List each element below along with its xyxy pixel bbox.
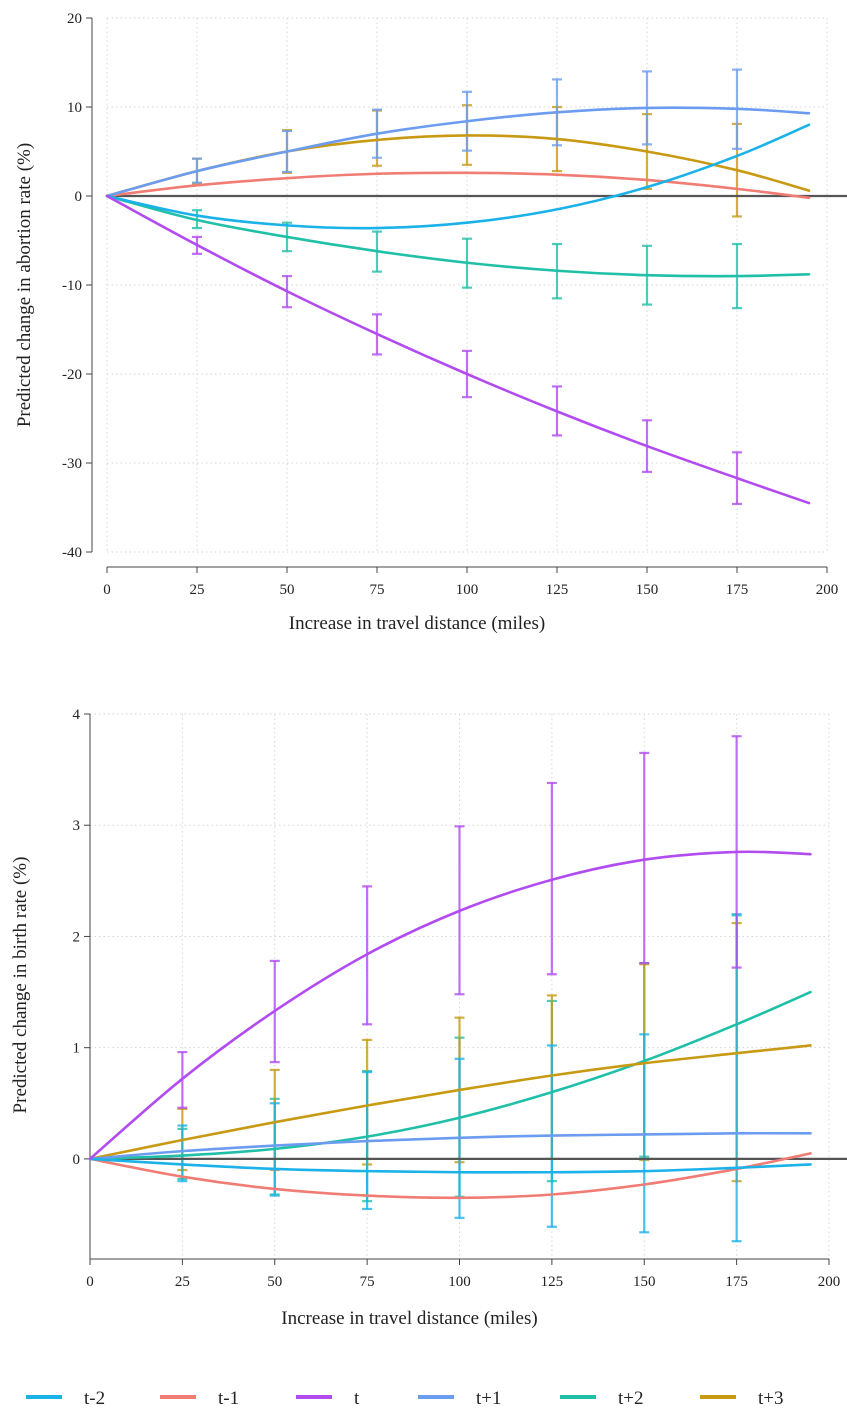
legend-label: t-1	[218, 1388, 239, 1409]
series-line-tplus1	[88, 1131, 812, 1161]
series-line-tplus2	[88, 990, 812, 1161]
x-tick-label: 125	[546, 582, 569, 598]
legend-item-tplus1: t+1	[418, 1388, 502, 1409]
ci-bar-tminus2	[177, 1124, 188, 1183]
y-tick-label: 2	[73, 929, 81, 945]
legend-label: t+1	[476, 1388, 502, 1409]
x-tick-label: 50	[267, 1274, 282, 1290]
y-tick-label: 4	[73, 707, 81, 723]
legend-item-tminus1: t-1	[160, 1388, 239, 1409]
x-tick-label: 25	[175, 1274, 190, 1290]
x-tick-label: 125	[541, 1274, 564, 1290]
y-axis-title: Predicted change in abortion rate (%)	[14, 143, 35, 427]
y-tick-label: 0	[75, 189, 83, 205]
series-line-tplus3	[105, 134, 811, 198]
birth-rate-chart: 0 1 2 3 4 0 25 50 75 100 125 150 175 200 Increase in t…	[10, 707, 847, 1329]
legend-label: t+2	[618, 1388, 644, 1409]
series-line-tminus1	[105, 171, 811, 200]
y-tick-label: -20	[62, 367, 82, 383]
x-tick-label: 200	[816, 582, 839, 598]
x-tick-label: 175	[726, 582, 749, 598]
y-tick-label: 20	[67, 11, 82, 27]
x-tick-label: 50	[280, 582, 295, 598]
y-tick-label: 3	[73, 818, 81, 834]
series-line-t	[105, 194, 811, 505]
series-line-tplus1	[105, 106, 811, 198]
ci-bar-t	[639, 751, 650, 965]
series-line-tminus2	[88, 1157, 812, 1174]
series-line-tplus3	[88, 1044, 812, 1161]
legend-label: t-2	[84, 1388, 105, 1409]
x-tick-label: 150	[633, 1274, 656, 1290]
series-line-tplus2	[105, 194, 811, 278]
x-tick-label: 175	[725, 1274, 748, 1290]
legend-label: t	[354, 1388, 360, 1409]
legend-item-tplus3: t+3	[700, 1388, 784, 1409]
series-line-tminus1	[88, 1152, 812, 1200]
x-tick-label: 100	[448, 1274, 471, 1290]
y-tick-label: -10	[62, 278, 82, 294]
series-line-tminus2	[105, 123, 811, 230]
series-line-t	[88, 850, 812, 1161]
legend: t-2 t-1 t t+1 t+2 t+3	[26, 1388, 784, 1409]
x-tick-label: 75	[370, 582, 385, 598]
y-axis-title: Predicted change in birth rate (%)	[10, 857, 31, 1114]
y-tick-label: 10	[67, 100, 82, 116]
x-tick-label: 75	[360, 1274, 375, 1290]
x-axis-title: Increase in travel distance (miles)	[289, 613, 545, 634]
x-tick-label: 25	[190, 582, 205, 598]
y-tick-label: -40	[62, 545, 82, 561]
y-tick-label: -30	[62, 456, 82, 472]
y-tick-label: 0	[73, 1152, 81, 1168]
x-tick-label: 0	[103, 582, 111, 598]
x-tick-label: 150	[636, 582, 659, 598]
legend-label: t+3	[758, 1388, 784, 1409]
legend-item-tplus2: t+2	[560, 1388, 644, 1409]
x-tick-label: 200	[818, 1274, 841, 1290]
legend-item-t: t	[296, 1388, 360, 1409]
x-tick-label: 0	[86, 1274, 94, 1290]
y-tick-label: 1	[73, 1041, 81, 1057]
x-axis-title: Increase in travel distance (miles)	[281, 1308, 537, 1329]
x-tick-label: 100	[456, 582, 479, 598]
legend-item-tminus2: t-2	[26, 1388, 105, 1409]
